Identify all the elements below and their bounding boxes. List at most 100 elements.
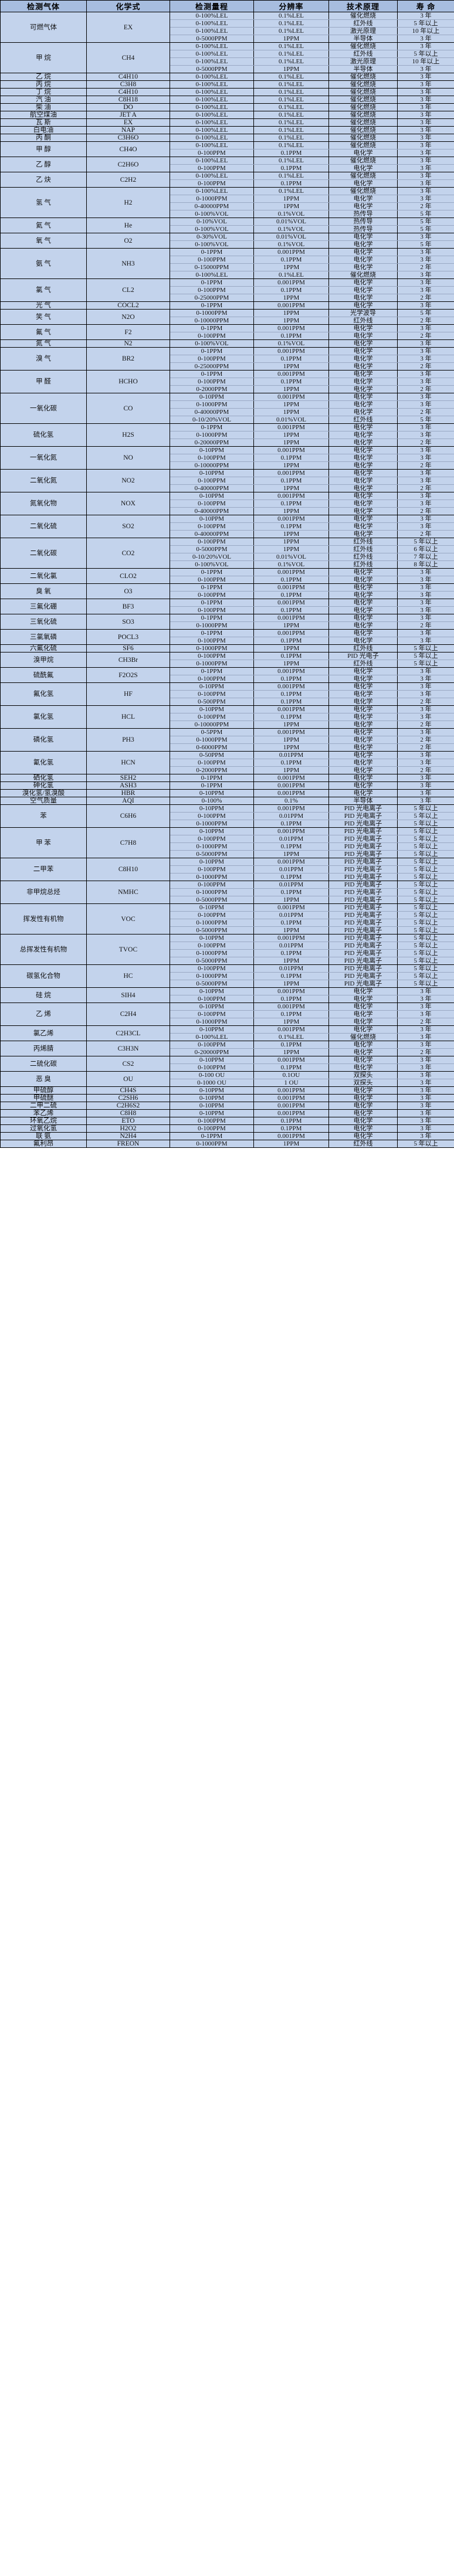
cell-technology: 电化学 xyxy=(328,751,398,759)
cell-lifetime: 5 年以上 xyxy=(397,896,454,904)
cell-resolution: 0.001PPM xyxy=(253,629,329,637)
cell-lifetime: 5 年以上 xyxy=(397,903,454,912)
cell-range: 0-1000PPM xyxy=(170,842,254,851)
cell-gas-name: 瓦 斯 xyxy=(0,118,87,127)
cell-range: 0-100 OU xyxy=(170,1071,254,1079)
cell-technology: PID 光电离子 xyxy=(328,964,398,973)
cell-resolution: 0.1PPM xyxy=(253,1010,329,1018)
cell-gas-name: 氧 气 xyxy=(0,233,87,249)
cell-lifetime: 3 年 xyxy=(397,431,454,439)
cell-chemical-formula: CLO2 xyxy=(86,568,170,584)
cell-technology: 电化学 xyxy=(328,736,398,744)
cell-range: 0-100PPM xyxy=(170,591,254,599)
cell-technology: 电化学 xyxy=(328,721,398,729)
cell-gas-name: 苯 xyxy=(0,804,87,828)
cell-technology: 电化学 xyxy=(328,286,398,294)
cell-lifetime: 3 年 xyxy=(397,141,454,149)
cell-lifetime: 3 年 xyxy=(397,568,454,576)
cell-lifetime: 3 年 xyxy=(397,995,454,1003)
cell-gas-name: 白电油 xyxy=(0,126,87,134)
table-row: 白电油 NAP 0-100%LEL 0.1%LEL 催化燃烧 3 年 xyxy=(0,126,454,134)
cell-resolution: 0.1PPM xyxy=(253,873,329,881)
cell-lifetime: 3 年 xyxy=(397,728,454,736)
table-row: 氮氧化物 NOX 0-10PPM 0.001PPM 电化学 3 年 xyxy=(0,492,454,515)
cell-resolution: 0.1PPM xyxy=(253,477,329,485)
cell-resolution: 0.1%LEL xyxy=(253,96,329,104)
table-row: 0-100PPM 0.1PPM 电化学 3 年 xyxy=(1,995,454,1003)
cell-lifetime: 3 年 xyxy=(397,492,454,500)
cell-range: 0-100PPM xyxy=(170,881,254,889)
cell-resolution: 0.001PPM xyxy=(253,469,329,477)
cell-range: 0-1PPM xyxy=(170,629,254,637)
cell-gas-name: 碳氢化合物 xyxy=(0,964,87,988)
cell-technology: PID 光电离子 xyxy=(328,873,398,881)
table-row: 甲 苯 C7H8 0-10PPM 0.001PPM PID 光电离子 5 年以上 xyxy=(0,827,454,858)
cell-technology: 电化学 xyxy=(328,164,398,172)
cell-range: 0-1PPM xyxy=(170,347,254,355)
cell-resolution: 0.1PPM xyxy=(253,698,329,706)
cell-technology: 电化学 xyxy=(328,233,398,241)
cell-lifetime: 2 年 xyxy=(397,484,454,492)
cell-resolution: 0.1%LEL xyxy=(253,157,329,165)
cell-resolution: 0.1%VOL xyxy=(253,240,329,249)
table-row: 苯乙烯 C8H8 0-10PPM 0.001PPM 电化学 3 年 xyxy=(0,1109,454,1117)
cell-range: 0-1PPM xyxy=(170,667,254,675)
cell-technology: 电化学 xyxy=(328,789,398,797)
cell-technology: 电化学 xyxy=(328,766,398,774)
cell-lifetime: 3 年 xyxy=(397,1025,454,1034)
cell-technology: 电化学 xyxy=(328,713,398,721)
table-row: 氮 气 N2 0-100%VOL 0.1%VOL 电化学 3 年 xyxy=(0,339,454,348)
table-row: 甲 醛 HCHO 0-1PPM 0.001PPM 电化学 3 年 xyxy=(0,370,454,393)
cell-lifetime: 5 年以上 xyxy=(397,820,454,828)
table-row: 二氧化碳 CO2 0-100PPM 1PPM 红外线 5 年以上 xyxy=(0,538,454,569)
cell-chemical-formula: C4H10 xyxy=(86,73,170,81)
cell-lifetime: 2 年 xyxy=(397,743,454,752)
table-row: 0-10000PPM 1PPM 电化学 2 年 xyxy=(1,461,454,470)
cell-technology: 催化燃烧 xyxy=(328,187,398,195)
cell-technology: 电化学 xyxy=(328,1018,398,1026)
cell-technology: 电化学 xyxy=(328,1002,398,1011)
cell-lifetime: 2 年 xyxy=(397,294,454,302)
cell-chemical-formula: TVOC xyxy=(86,934,170,965)
cell-resolution: 0.1PPM xyxy=(253,820,329,828)
cell-resolution: 0.1PPM xyxy=(253,690,329,698)
cell-range: 0-10PPM xyxy=(170,1102,254,1110)
cell-technology: PID 光电离子 xyxy=(328,949,398,957)
cell-lifetime: 3 年 xyxy=(397,789,454,797)
cell-technology: 电化学 xyxy=(328,240,398,249)
cell-technology: 电化学 xyxy=(328,629,398,637)
cell-range: 0-10PPM xyxy=(170,682,254,691)
cell-lifetime: 3 年 xyxy=(397,103,454,111)
cell-resolution: 0.001PPM xyxy=(253,903,329,912)
cell-technology: 电化学 xyxy=(328,294,398,302)
cell-range: 0-1000PPM xyxy=(170,820,254,828)
cell-resolution: 0.01PPM xyxy=(253,865,329,874)
cell-gas-name: 丙烯腈 xyxy=(0,1041,87,1056)
cell-lifetime: 3 年 xyxy=(397,690,454,698)
cell-lifetime: 5 年以上 xyxy=(397,957,454,965)
cell-range: 0-10PPM xyxy=(170,934,254,942)
cell-range: 0-1000PPM xyxy=(170,919,254,927)
cell-range: 0-1PPM xyxy=(170,301,254,310)
cell-resolution: 0.1%LEL xyxy=(253,57,329,66)
cell-resolution: 0.1PPM xyxy=(253,637,329,645)
cell-lifetime: 5 年以上 xyxy=(397,19,454,28)
cell-lifetime: 5 年以上 xyxy=(397,873,454,881)
cell-resolution: 1PPM xyxy=(253,461,329,470)
cell-range: 0-1000PPM xyxy=(170,309,254,317)
cell-range: 0-10000PPM xyxy=(170,461,254,470)
table-row: 氯乙烯 C2H3CL 0-10PPM 0.001PPM 电化学 3 年 xyxy=(0,1025,454,1041)
cell-resolution: 1PPM xyxy=(253,743,329,752)
cell-resolution: 0.1PPM xyxy=(253,499,329,508)
cell-gas-name: 环氧乙烷 xyxy=(0,1117,87,1125)
cell-resolution: 1PPM xyxy=(253,538,329,546)
cell-range: 0-100%LEL xyxy=(170,271,254,279)
cell-technology: PID 光电离子 xyxy=(328,980,398,988)
cell-resolution: 0.01PPM xyxy=(253,812,329,820)
cell-resolution: 0.1%LEL xyxy=(253,141,329,149)
cell-range: 0-1PPM xyxy=(170,370,254,378)
cell-chemical-formula: CH4S xyxy=(86,1086,170,1095)
cell-technology: 电化学 xyxy=(328,469,398,477)
cell-technology: 电化学 xyxy=(328,1132,398,1140)
cell-lifetime: 3 年 xyxy=(397,370,454,378)
